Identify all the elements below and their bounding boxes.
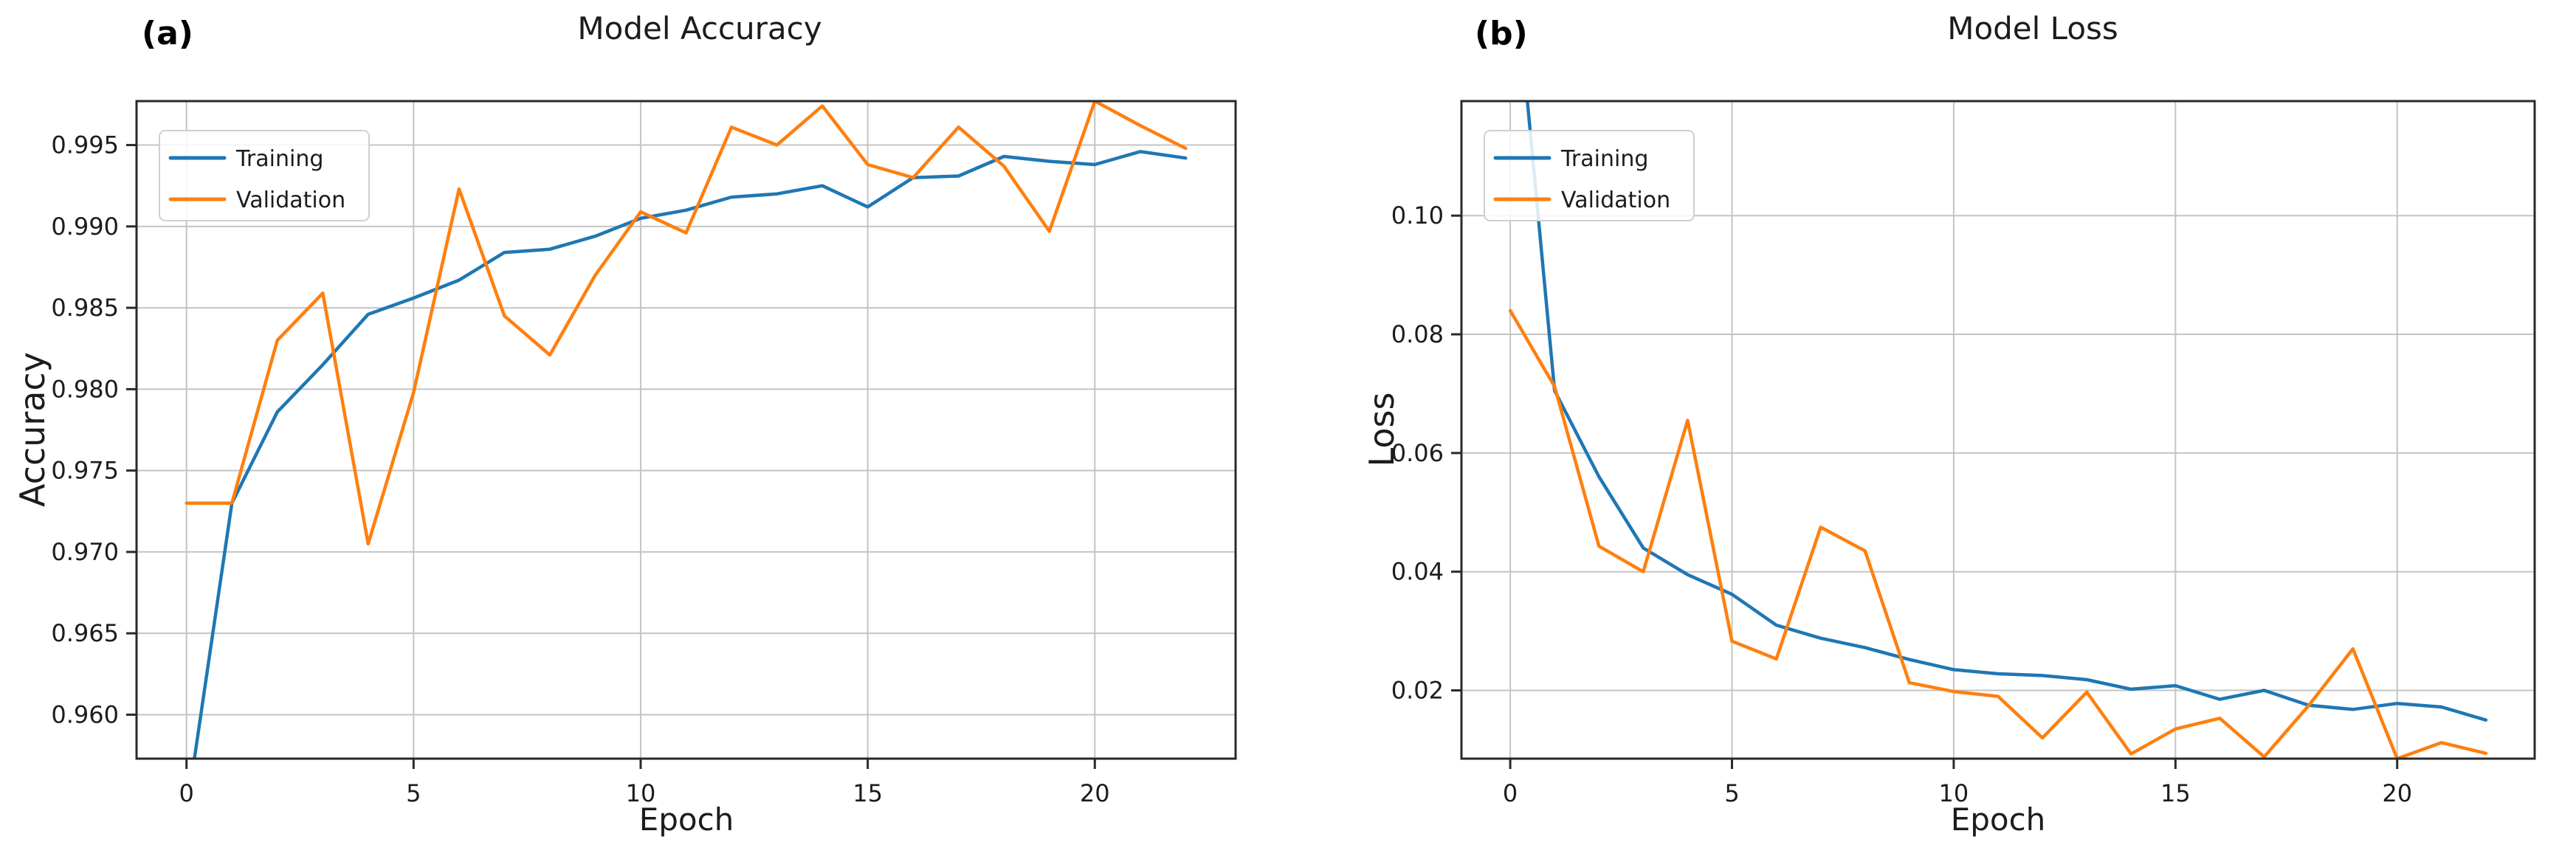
y-tick-label: 0.975 bbox=[51, 457, 119, 485]
y-tick-label: 0.04 bbox=[1391, 558, 1444, 586]
axes-frame bbox=[135, 100, 1237, 760]
legend-validation-label: Validation bbox=[1561, 187, 1670, 213]
x-tick-label: 0 bbox=[1503, 779, 1518, 807]
legend-training-label: Training bbox=[1560, 146, 1648, 172]
y-tick-label: 0.965 bbox=[51, 619, 119, 647]
y-tick-label: 0.985 bbox=[51, 294, 119, 322]
y-tick-label: 0.08 bbox=[1391, 320, 1444, 348]
accuracy-panel: 0 5 10 15 20 0.960 0.965 0.970 0.975 0.980 0.985 0.… bbox=[13, 10, 1237, 838]
x-tick-label: 10 bbox=[626, 779, 656, 807]
x-tick-label: 0 bbox=[179, 779, 194, 807]
loss-panel: 0 5 10 15 20 0.02 0.04 0.06 0.08 0.10 Training Vali… bbox=[1288, 0, 2576, 859]
validation-line bbox=[1508, 308, 2488, 759]
axes-frame bbox=[1460, 100, 2536, 760]
loss-chart-title: Model Loss bbox=[1947, 10, 2118, 46]
y-tick-label: 0.980 bbox=[51, 375, 119, 403]
validation-line bbox=[185, 101, 1188, 546]
panel-letter-b: (b) bbox=[1475, 15, 1528, 52]
training-line bbox=[193, 150, 1188, 759]
accuracy-y-axis-label: Accuracy bbox=[13, 351, 52, 508]
y-tick-label: 0.970 bbox=[51, 538, 119, 566]
accuracy-chart-title: Model Accuracy bbox=[577, 10, 822, 46]
loss-x-axis-label: Epoch bbox=[1950, 801, 2046, 838]
y-tick-label: 0.10 bbox=[1391, 201, 1444, 230]
accuracy-x-axis-label: Epoch bbox=[638, 801, 734, 838]
loss-chart-canvas: 0 5 10 15 20 0.02 0.04 0.06 0.08 0.10 Training Vali… bbox=[1391, 100, 2536, 807]
legend-training-label: Training bbox=[235, 146, 323, 172]
legend-validation-label: Validation bbox=[236, 187, 345, 213]
x-tick-label: 5 bbox=[1724, 779, 1739, 807]
y-tick-label: 0.990 bbox=[51, 213, 119, 241]
accuracy-chart-canvas: 0 5 10 15 20 0.960 0.965 0.970 0.975 0.980 0.985 0.… bbox=[51, 100, 1237, 807]
x-tick-label: 5 bbox=[406, 779, 421, 807]
x-tick-label: 15 bbox=[2160, 779, 2191, 807]
x-tick-label: 10 bbox=[1939, 779, 1969, 807]
y-tick-label: 0.02 bbox=[1391, 677, 1444, 705]
x-tick-label: 15 bbox=[853, 779, 883, 807]
x-tick-label: 20 bbox=[2382, 779, 2412, 807]
panel-letter-a: (a) bbox=[142, 15, 193, 52]
loss-y-axis-label: Loss bbox=[1362, 392, 1402, 467]
training-line bbox=[1526, 101, 2488, 722]
y-tick-label: 0.995 bbox=[51, 131, 119, 159]
x-tick-label: 20 bbox=[1080, 779, 1110, 807]
y-tick-label: 0.06 bbox=[1391, 439, 1444, 467]
y-tick-label: 0.960 bbox=[51, 700, 119, 728]
